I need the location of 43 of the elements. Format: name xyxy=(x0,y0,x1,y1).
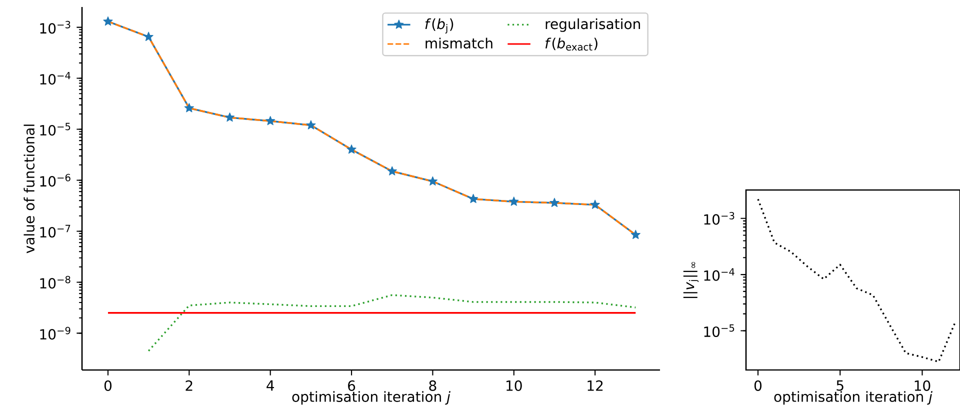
y-tick-label: 10$^{−5}$ xyxy=(704,324,734,338)
x-tick-label: 5 xyxy=(836,380,844,391)
point xyxy=(184,103,194,112)
x-tick-label: 10 xyxy=(914,380,930,391)
x-tick-label: 6 xyxy=(348,380,356,391)
legend-label: f(b$_{exact}$) xyxy=(545,38,598,51)
legend-label: regularisation xyxy=(546,18,640,32)
point xyxy=(306,120,316,130)
point xyxy=(266,116,276,126)
point xyxy=(468,194,478,204)
x-tick-label: 10 xyxy=(506,380,522,391)
x-tick-label: 0 xyxy=(754,380,762,391)
x-tick-label: 0 xyxy=(104,380,112,391)
point xyxy=(428,176,438,186)
y-tick-label: 10$^{−7}$ xyxy=(40,224,70,238)
point xyxy=(550,198,560,208)
point xyxy=(630,230,640,239)
x-axis-title: optimisation iteration j xyxy=(774,391,932,405)
point xyxy=(387,166,397,176)
y-tick-label: 10$^{−4}$ xyxy=(40,72,70,85)
x-tick-label: 12 xyxy=(588,380,603,391)
y-tick-label: 10$^{−6}$ xyxy=(40,174,70,187)
y-tick-label: 10$^{−4}$ xyxy=(704,268,734,281)
x-tick-label: 2 xyxy=(186,380,192,391)
point xyxy=(144,32,154,41)
x-tick-label: 8 xyxy=(429,380,436,391)
y-tick-label: 10$^{−9}$ xyxy=(40,326,70,340)
y-tick-label: 10$^{−3}$ xyxy=(40,20,70,34)
y-tick-label: 10$^{−8}$ xyxy=(40,276,70,289)
y-axis-title: value of functional xyxy=(24,124,35,254)
y-axis-title: ||v$_{j}$||$_{∞}$ xyxy=(683,262,699,298)
line-series xyxy=(757,198,956,363)
point xyxy=(590,200,600,209)
point xyxy=(509,196,519,206)
y-tick-label: 10$^{−3}$ xyxy=(704,212,734,225)
point xyxy=(103,16,113,26)
y-tick-label: 10$^{−5}$ xyxy=(40,122,70,136)
point xyxy=(346,144,356,154)
legend-label: f(b$_{j}$) xyxy=(425,18,454,34)
legend-label: mismatch xyxy=(426,38,492,49)
x-tick-label: 4 xyxy=(266,380,274,391)
point xyxy=(224,112,235,122)
x-axis-title: optimisation iteration j xyxy=(292,391,450,405)
